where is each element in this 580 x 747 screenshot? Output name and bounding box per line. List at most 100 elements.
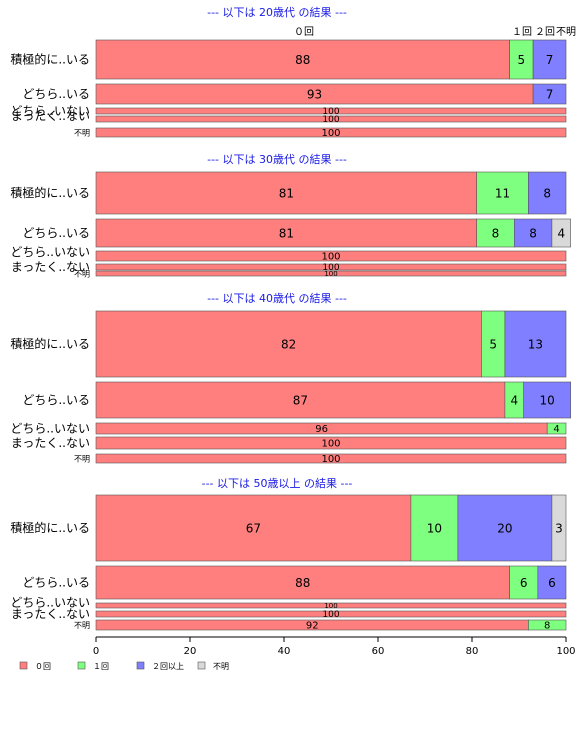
category-label: 不明 [74,269,90,278]
series-header-label: ０回 [294,26,314,38]
category-label: 積極的に..いる [10,52,90,67]
category-label: まったく..ない [11,109,90,123]
x-tick-label: 60 [372,646,385,657]
legend-swatch [197,661,206,670]
bar-value-label: 81 [279,186,294,200]
bar-value-label: 100 [321,454,340,465]
bar-segment [528,171,567,215]
category-label: 積極的に..いる [10,336,90,351]
category-label: どちら..いる [22,393,90,407]
bar-value-label: 10 [427,521,442,535]
bar-value-label: 67 [246,521,261,535]
bar-value-label: 81 [279,226,294,240]
bar-value-label: 7 [546,87,554,101]
bar-segment [532,39,567,80]
x-tick-label: 40 [278,646,291,657]
bar-segment [528,619,567,631]
bar-value-label: 100 [321,128,340,139]
bar-segment [476,218,515,248]
bar-segment [95,218,478,248]
bar-value-label: 82 [281,337,296,351]
category-label: 不明 [74,128,90,137]
bar-segment [537,565,567,600]
legend-label: 不明 [213,662,229,671]
bar-value-label: 100 [321,439,340,450]
bar-value-label: 4 [557,226,565,240]
bar-segment [95,602,567,609]
x-tick-label: 100 [556,646,575,657]
series-header-label: 不明 [556,26,576,38]
bar-segment [95,39,510,80]
panel-title: --- 以下は 20歳代 の結果 --- [207,5,347,19]
bar-value-label: 5 [518,53,526,67]
bar-value-label: 3 [555,521,563,535]
bar-segment [95,494,412,562]
category-label: どちら..いる [22,226,90,240]
x-tick-label: 0 [93,646,99,657]
bar-value-label: 8 [492,226,500,240]
bar-value-label: 100 [322,263,339,273]
bar-value-label: 100 [322,115,339,125]
panel-title: --- 以下は 50歳以上 の結果 --- [202,476,353,490]
bar-segment [95,565,510,600]
bar-segment [504,310,567,378]
bar-value-label: 10 [540,393,555,407]
bar-segment [532,83,567,105]
bar-segment [95,107,567,115]
bar-segment [509,565,539,600]
bar-value-label: 100 [324,270,337,278]
category-label: 不明 [74,621,90,630]
bar-value-label: 100 [324,602,337,610]
bar-segment [476,171,529,215]
bar-value-label: 6 [520,576,528,590]
bar-value-label: 100 [322,610,339,620]
bar-value-label: 11 [495,186,510,200]
legend-label: ０回 [35,662,51,671]
bar-segment [95,610,567,618]
bar-segment [95,436,567,450]
panel-title: --- 以下は 30歳代 の結果 --- [207,152,347,166]
category-label: どちら..いる [22,87,90,101]
legend-swatch [136,661,145,670]
legend-label: ２回以上 [152,662,184,671]
bar-segment [95,115,567,123]
x-tick-label: 80 [466,646,479,657]
bar-segment [95,381,506,419]
category-label: まったく..ない [11,260,90,274]
bar-value-label: 6 [548,576,556,590]
bar-value-label: 7 [546,53,554,67]
bar-segment [410,494,459,562]
bar-value-label: 92 [306,621,319,632]
bar-value-label: 87 [293,393,308,407]
bar-segment [546,422,567,435]
series-header-label: １回 [512,26,532,38]
bar-value-label: 8 [544,621,550,632]
x-tick-label: 20 [184,646,197,657]
bar-value-label: 20 [497,521,512,535]
bar-value-label: 93 [307,87,322,101]
bar-segment [457,494,553,562]
category-label: どちら..いない [10,596,90,610]
bar-segment [513,218,553,248]
bar-value-label: 88 [295,576,310,590]
category-label: 積極的に..いる [10,520,90,535]
bar-value-label: 13 [528,337,543,351]
bar-segment [95,453,567,464]
bar-value-label: 96 [315,424,328,435]
bar-segment [95,270,567,277]
category-label: まったく..ない [11,436,90,450]
bar-value-label: 5 [489,337,497,351]
bar-value-label: 88 [295,53,310,67]
series-header-label: ２回 [535,26,555,38]
bar-value-label: 4 [553,424,559,435]
category-label: 積極的に..いる [10,185,90,200]
category-label: 不明 [74,454,90,463]
category-label: どちら..いない [10,104,90,118]
category-label: どちら..いる [22,576,90,590]
bar-value-label: 8 [529,226,537,240]
bar-segment [95,250,567,262]
category-label: どちら..いない [10,422,90,436]
bar-segment [95,171,478,215]
legend-swatch [19,661,28,670]
